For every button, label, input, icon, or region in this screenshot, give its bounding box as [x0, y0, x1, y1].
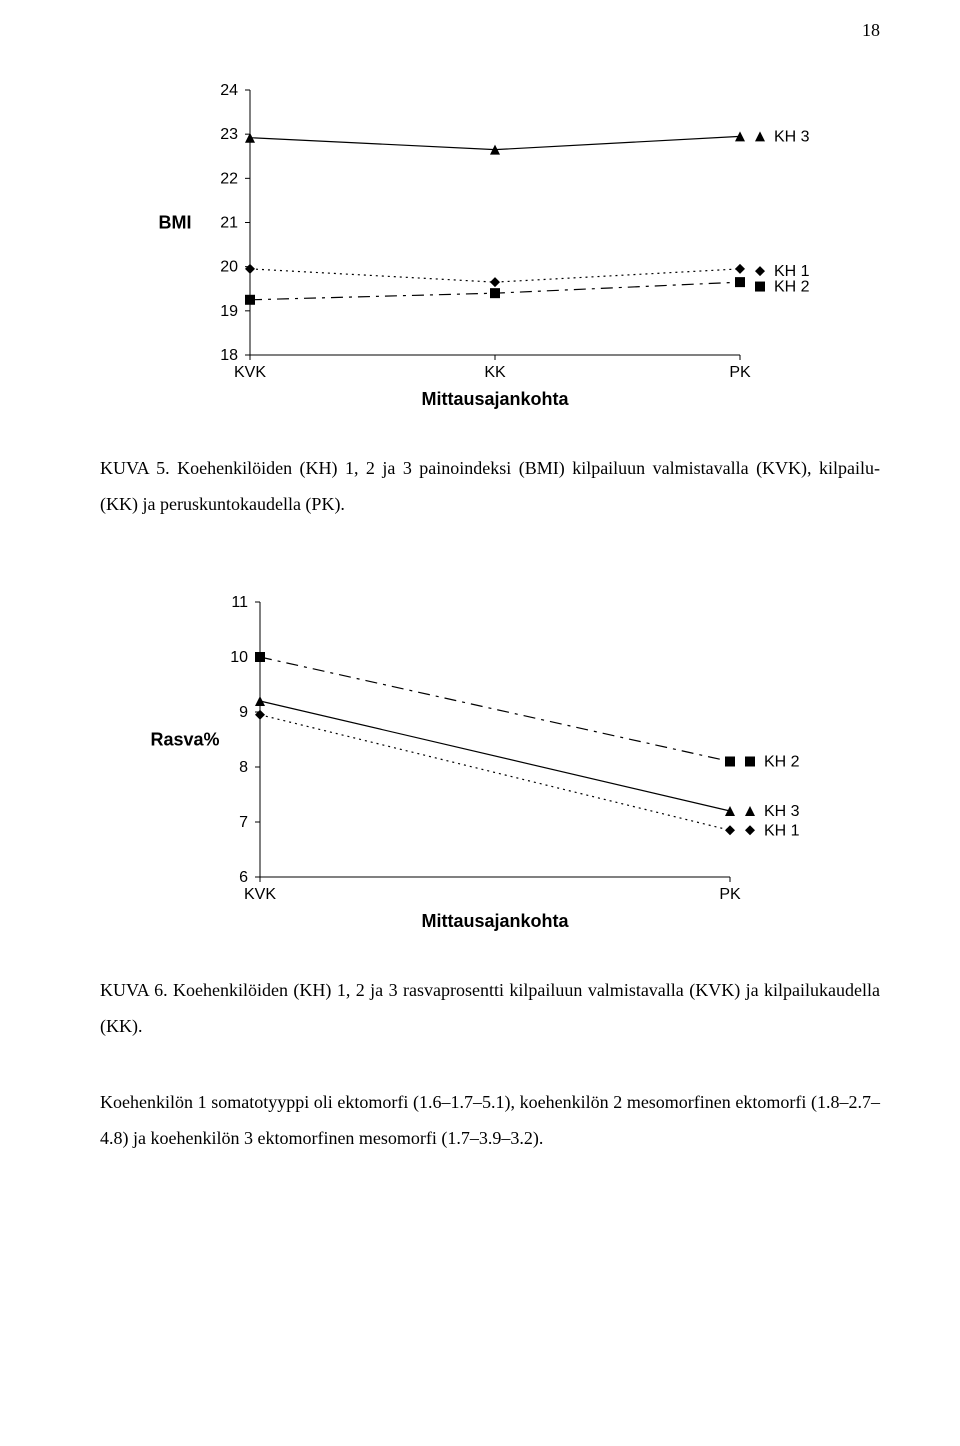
svg-text:PK: PK [719, 886, 741, 903]
svg-text:Mittausajankohta: Mittausajankohta [421, 911, 569, 931]
svg-text:18: 18 [220, 347, 238, 364]
svg-text:7: 7 [239, 814, 248, 831]
svg-text:22: 22 [220, 170, 238, 187]
svg-text:KK: KK [484, 364, 506, 381]
svg-text:8: 8 [239, 759, 248, 776]
caption-kuva6: KUVA 6. Koehenkilöiden (KH) 1, 2 ja 3 ra… [100, 972, 880, 1044]
svg-text:20: 20 [220, 259, 238, 276]
svg-text:6: 6 [239, 869, 248, 886]
svg-text:23: 23 [220, 126, 238, 143]
svg-text:KH 2: KH 2 [764, 754, 800, 771]
svg-text:KVK: KVK [244, 886, 276, 903]
chart-bmi-svg: 18 19 20 21 22 23 24 KVK KK PK BMI Mittausajankohta… [100, 80, 860, 420]
svg-text:KH 3: KH 3 [764, 803, 800, 820]
chart-rasva-svg: 6 7 8 9 10 11 KVK PK Rasva% Mittausajankohta KH 1 K… [100, 592, 860, 942]
svg-text:BMI: BMI [159, 213, 192, 233]
svg-text:21: 21 [220, 215, 238, 232]
page: 18 18 19 20 21 22 23 24 KVK KK PK BMI Mittausajanko… [0, 0, 960, 1234]
svg-text:KH 3: KH 3 [774, 128, 810, 145]
svg-text:KH 1: KH 1 [774, 263, 810, 280]
svg-text:9: 9 [239, 704, 248, 721]
svg-text:KH 2: KH 2 [774, 279, 810, 296]
svg-text:11: 11 [231, 594, 248, 611]
svg-text:10: 10 [230, 649, 248, 666]
paragraph-somatotype: Koehenkilön 1 somatotyyppi oli ektomorfi… [100, 1084, 880, 1156]
caption-kuva5: KUVA 5. Koehenkilöiden (KH) 1, 2 ja 3 pa… [100, 450, 880, 522]
chart-rasva: 6 7 8 9 10 11 KVK PK Rasva% Mittausajankohta KH 1 K… [100, 592, 880, 942]
svg-text:KVK: KVK [234, 364, 266, 381]
page-number: 18 [862, 20, 880, 41]
svg-text:19: 19 [220, 303, 238, 320]
svg-text:24: 24 [220, 82, 238, 99]
chart-bmi: 18 19 20 21 22 23 24 KVK KK PK BMI Mittausajankohta… [100, 80, 880, 420]
svg-text:KH 1: KH 1 [764, 822, 800, 839]
svg-text:Rasva%: Rasva% [150, 730, 219, 750]
svg-text:Mittausajankohta: Mittausajankohta [421, 389, 569, 409]
svg-text:PK: PK [729, 364, 751, 381]
